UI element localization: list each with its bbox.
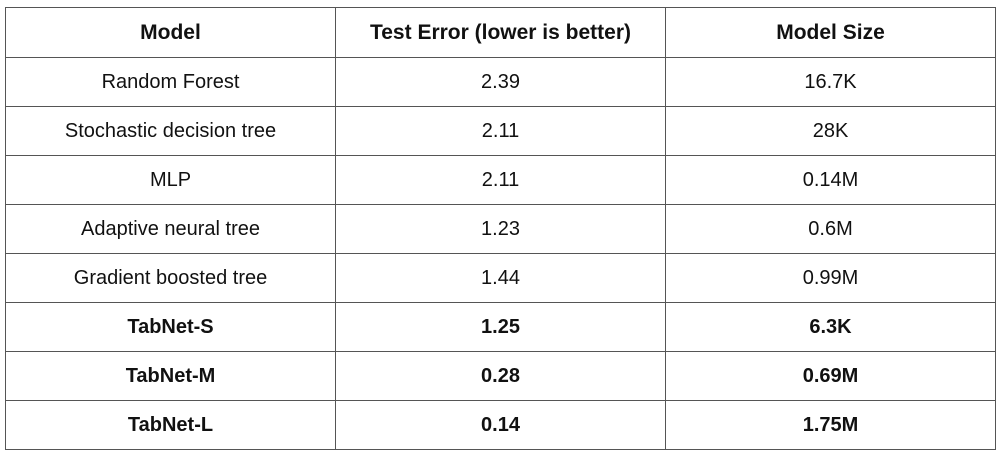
cell-model-size: 0.14M xyxy=(665,155,996,205)
cell-model-size: 6.3K xyxy=(665,302,996,352)
cell-test-error: 1.44 xyxy=(335,253,666,303)
table-row: TabNet-S 1.25 6.3K xyxy=(5,302,996,352)
table-row: TabNet-L 0.14 1.75M xyxy=(5,400,996,450)
cell-test-error: 0.28 xyxy=(335,351,666,401)
cell-test-error: 1.25 xyxy=(335,302,666,352)
cell-model: Random Forest xyxy=(5,57,336,107)
header-model: Model xyxy=(5,7,336,58)
cell-model: Gradient boosted tree xyxy=(5,253,336,303)
cell-test-error: 2.11 xyxy=(335,106,666,156)
cell-model-size: 16.7K xyxy=(665,57,996,107)
table-row: Stochastic decision tree 2.11 28K xyxy=(5,106,996,156)
header-model-size: Model Size xyxy=(665,7,996,58)
cell-test-error: 1.23 xyxy=(335,204,666,254)
cell-model-size: 0.99M xyxy=(665,253,996,303)
results-table-container: Model Test Error (lower is better) Model… xyxy=(5,7,996,450)
table-row: TabNet-M 0.28 0.69M xyxy=(5,351,996,401)
table-row: Gradient boosted tree 1.44 0.99M xyxy=(5,253,996,303)
cell-model: Adaptive neural tree xyxy=(5,204,336,254)
cell-model: TabNet-L xyxy=(5,400,336,450)
table-row: MLP 2.11 0.14M xyxy=(5,155,996,205)
cell-test-error: 2.39 xyxy=(335,57,666,107)
header-test-error: Test Error (lower is better) xyxy=(335,7,666,58)
cell-model-size: 0.69M xyxy=(665,351,996,401)
cell-model-size: 1.75M xyxy=(665,400,996,450)
cell-test-error: 0.14 xyxy=(335,400,666,450)
results-table: Model Test Error (lower is better) Model… xyxy=(5,7,996,450)
table-header-row: Model Test Error (lower is better) Model… xyxy=(5,7,996,58)
cell-model-size: 0.6M xyxy=(665,204,996,254)
cell-model-size: 28K xyxy=(665,106,996,156)
cell-model: MLP xyxy=(5,155,336,205)
cell-model: TabNet-S xyxy=(5,302,336,352)
table-row: Adaptive neural tree 1.23 0.6M xyxy=(5,204,996,254)
table-row: Random Forest 2.39 16.7K xyxy=(5,57,996,107)
cell-model: Stochastic decision tree xyxy=(5,106,336,156)
cell-test-error: 2.11 xyxy=(335,155,666,205)
cell-model: TabNet-M xyxy=(5,351,336,401)
